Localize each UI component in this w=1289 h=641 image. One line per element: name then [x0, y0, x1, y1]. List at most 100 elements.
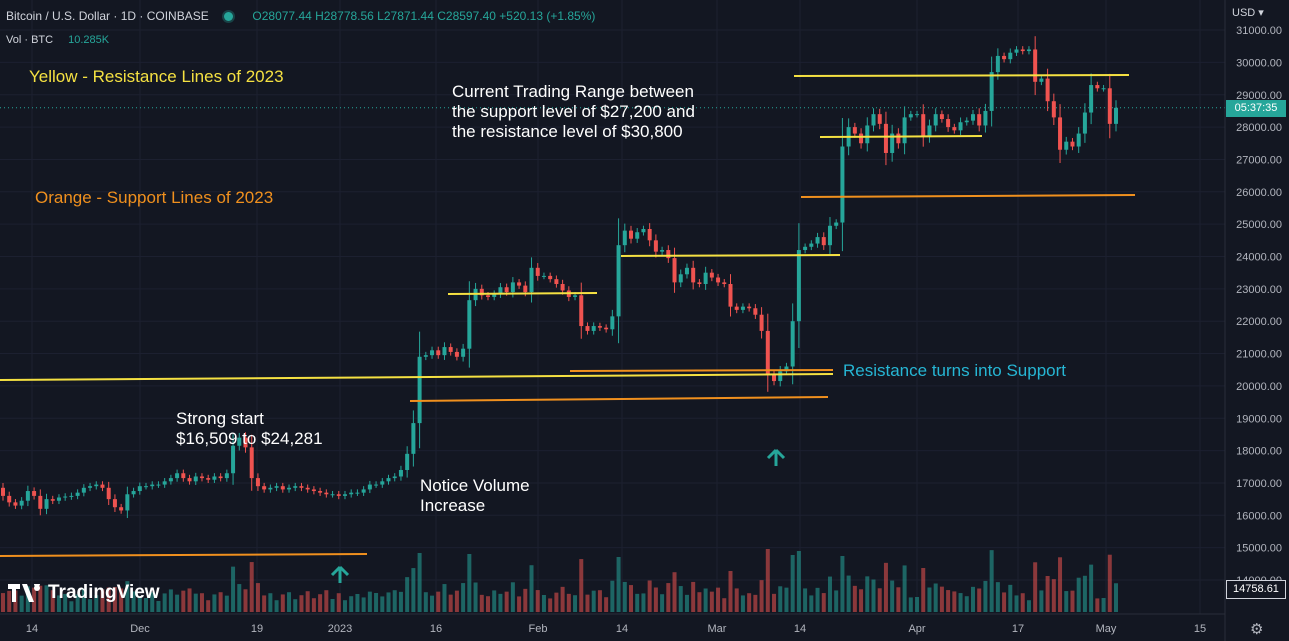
- price-tick-label: 27000.00: [1236, 154, 1282, 166]
- volume-bar: [616, 557, 621, 612]
- volume-bar: [361, 597, 366, 612]
- support-line: [409, 396, 829, 402]
- resistance-line: [429, 373, 834, 378]
- candle-body: [156, 484, 161, 486]
- resistance-line: [819, 135, 983, 138]
- volume-bar: [691, 581, 696, 612]
- volume-bar: [529, 565, 534, 612]
- volume-bar: [1070, 590, 1075, 612]
- candle-body: [803, 246, 808, 251]
- gear-icon[interactable]: ⚙: [1250, 621, 1264, 638]
- candle-body: [722, 282, 727, 284]
- symbol-title[interactable]: Bitcoin / U.S. Dollar · 1D · COINBASE: [6, 9, 209, 23]
- price-tick-label: 31000.00: [1236, 25, 1282, 37]
- volume-bar: [834, 590, 839, 612]
- price-tick-label: 18000.00: [1236, 446, 1282, 458]
- volume-bar: [796, 551, 801, 612]
- currency-selector[interactable]: USD ▾: [1232, 6, 1264, 19]
- candle-body: [137, 486, 142, 492]
- volume-bar: [262, 595, 267, 612]
- volume-bar: [106, 587, 111, 612]
- volume-bar: [647, 580, 652, 612]
- candle-body: [852, 127, 857, 134]
- candle-body: [479, 288, 484, 296]
- candle-body: [610, 316, 615, 330]
- candle-body: [1051, 101, 1056, 118]
- support-line: [800, 194, 1136, 198]
- candle-body: [280, 486, 285, 490]
- candle-body: [1008, 52, 1013, 60]
- candle-body: [591, 326, 596, 331]
- candle-body: [1064, 141, 1069, 150]
- candle-body: [716, 277, 721, 283]
- candle-body: [81, 487, 86, 493]
- volume-bar: [579, 559, 584, 612]
- candle-body: [672, 258, 677, 283]
- candle-body: [1095, 85, 1100, 89]
- volume-bar: [44, 585, 49, 612]
- price-tick-label: 20000.00: [1236, 381, 1282, 393]
- volume-bar: [150, 592, 155, 612]
- time-tick-label: Mar: [708, 623, 727, 635]
- candle-body: [697, 282, 702, 284]
- price-tick-label: 28000.00: [1236, 122, 1282, 134]
- volume-legend[interactable]: Vol · BTC 10.285K: [6, 34, 109, 46]
- candle-body: [740, 306, 745, 310]
- volume-bar: [933, 583, 938, 612]
- candle-body: [1070, 141, 1075, 147]
- candle-body: [709, 272, 714, 278]
- yellow-legend-text: Yellow - Resistance Lines of 2023: [29, 67, 284, 86]
- candle-body: [927, 125, 932, 137]
- candle-body: [336, 494, 341, 496]
- candle-body: [50, 499, 55, 501]
- volume-bar: [809, 595, 814, 612]
- time-tick-label: Apr: [908, 623, 925, 635]
- volume-bar: [436, 591, 441, 612]
- time-tick-label: 14: [26, 623, 38, 635]
- volume-bar: [168, 589, 173, 612]
- candle-body: [162, 481, 167, 485]
- volume-bar: [591, 590, 596, 612]
- candle-body: [243, 437, 248, 448]
- tradingview-logo[interactable]: TradingView: [8, 582, 160, 604]
- volume-bar: [442, 584, 447, 612]
- time-axis: 14 Dec 19 2023 16 Feb 14 Mar 14 Apr 17 May 15: [26, 623, 1206, 635]
- candle-body: [759, 314, 764, 331]
- candle-body: [510, 282, 515, 293]
- volume-bar: [287, 592, 292, 612]
- volume-bar: [759, 580, 764, 612]
- price-tick-label: 21000.00: [1236, 349, 1282, 361]
- candle-body: [616, 245, 621, 317]
- volume-bar: [392, 590, 397, 612]
- candle-body: [728, 283, 733, 307]
- candle-body: [13, 502, 18, 506]
- candle-body: [635, 232, 640, 239]
- candle-body: [75, 492, 80, 496]
- volume-bar: [156, 601, 161, 612]
- volume-bar: [162, 593, 167, 612]
- volume-bar: [827, 576, 832, 612]
- volume-price-tag: 14758.61: [1226, 580, 1286, 599]
- candle-body: [106, 487, 111, 500]
- volume-bar: [187, 588, 192, 612]
- volume-bar: [765, 549, 770, 612]
- resistance-line: [620, 254, 841, 257]
- volume-bar: [678, 586, 683, 612]
- volume-bar: [728, 571, 733, 612]
- volume-bar: [293, 599, 298, 612]
- candle-body: [859, 133, 864, 144]
- volume-bar: [268, 593, 273, 612]
- candle-body: [249, 447, 254, 479]
- volume-bar: [355, 594, 360, 612]
- volume-bar: [915, 597, 920, 612]
- candle-body: [684, 267, 689, 275]
- volume-bars: [1, 549, 1118, 612]
- volume-bar: [112, 587, 117, 612]
- candle-body: [1033, 49, 1038, 82]
- chart-header[interactable]: Bitcoin / U.S. Dollar · 1D · COINBASE O2…: [6, 9, 595, 23]
- candle-body: [25, 491, 30, 501]
- candle-body: [69, 495, 74, 497]
- trend-lines: [0, 74, 1136, 557]
- candle-body: [796, 250, 801, 322]
